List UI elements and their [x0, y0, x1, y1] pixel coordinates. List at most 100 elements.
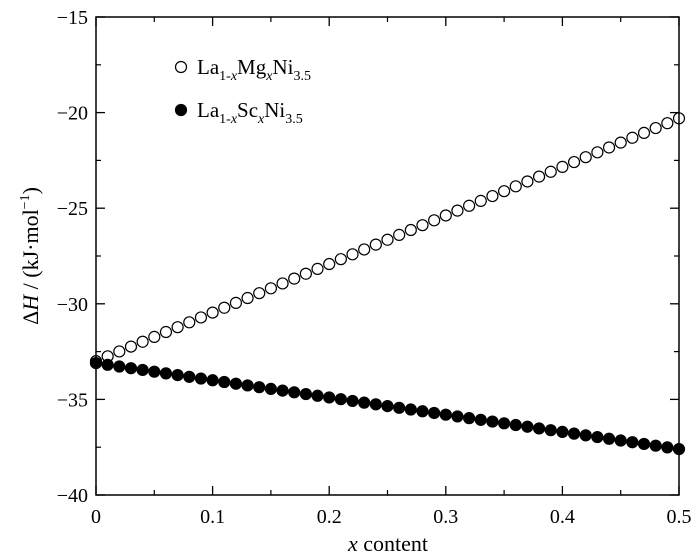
mg-series-point: [148, 330, 161, 343]
mg-series-point: [381, 233, 394, 246]
mg-series-point: [509, 180, 522, 193]
mg-series-point: [404, 223, 417, 237]
mg-series-point: [474, 194, 487, 207]
mg-series-point: [206, 306, 219, 319]
mg-series-point: [218, 301, 231, 314]
mg-series-point: [532, 170, 546, 183]
sc-series-point: [299, 387, 312, 401]
y-tick-label: −20: [57, 103, 88, 125]
sc-series-point: [229, 377, 243, 390]
mg-series-point: [276, 277, 289, 290]
mg-series-point: [194, 311, 208, 324]
legend-label-sc: La1-xScxNi3.5: [197, 98, 303, 127]
x-tick-label: 0.3: [433, 506, 458, 528]
legend-label-mg: La1-xMgxNi3.5: [197, 55, 311, 84]
sc-series-point: [521, 420, 534, 433]
sc-series-point: [241, 379, 254, 392]
sc-series-point: [532, 422, 546, 435]
mg-series-point: [253, 287, 266, 300]
mg-series-point: [171, 321, 184, 334]
mg-series-point: [521, 175, 534, 188]
sc-series-point: [556, 425, 569, 439]
mg-series-point: [567, 155, 581, 169]
x-tick-label: 0.4: [550, 506, 575, 528]
sc-series-point: [124, 362, 138, 375]
x-tick-label: 0.5: [667, 506, 692, 528]
sc-series-point: [136, 363, 149, 377]
sc-series-point: [206, 374, 219, 387]
sc-series-point: [346, 394, 359, 408]
sc-series-point: [649, 439, 662, 452]
mg-series-point: [544, 165, 557, 178]
sc-series-point: [369, 398, 382, 411]
mg-series-point: [241, 291, 254, 305]
mg-series-point: [113, 345, 126, 358]
mg-series-point: [486, 189, 499, 203]
sc-series-point: [159, 367, 173, 380]
sc-series-point: [509, 418, 522, 432]
sc-series-point: [183, 370, 196, 383]
sc-series-point: [463, 412, 476, 425]
sc-series-point: [544, 424, 557, 437]
mg-series-point: [602, 141, 616, 154]
sc-series-point: [439, 408, 452, 421]
sc-series-point: [253, 381, 266, 394]
mg-series-point: [183, 316, 196, 329]
mg-series-point: [323, 257, 336, 271]
mg-series-point: [358, 243, 371, 256]
mg-series-point: [264, 282, 277, 295]
sc-series-point: [661, 441, 674, 454]
sc-series-point: [171, 369, 184, 382]
sc-series-point: [311, 389, 324, 402]
sc-series-point: [637, 437, 651, 451]
x-tick-label: 0.1: [200, 506, 225, 528]
mg-series-point: [591, 146, 604, 159]
sc-series-point: [334, 393, 347, 406]
mg-series-point: [637, 126, 651, 140]
sc-series-point: [404, 403, 417, 416]
sc-series-point: [428, 406, 441, 420]
mg-series-point: [614, 136, 627, 149]
sc-series-point: [486, 415, 499, 428]
y-tick-label: −25: [57, 198, 88, 220]
mg-series-point: [334, 253, 347, 266]
sc-series-point: [416, 405, 429, 418]
mg-series-point: [661, 117, 674, 130]
y-tick-label: −35: [57, 389, 88, 411]
mg-series-point: [311, 262, 324, 275]
sc-series-point: [264, 382, 277, 395]
y-tick-label: −15: [57, 7, 88, 29]
sc-series-point: [579, 429, 592, 442]
mg-series-point: [649, 121, 662, 135]
sc-series-point: [276, 384, 289, 397]
x-tick-label: 0: [91, 506, 101, 528]
mg-series-point: [136, 335, 149, 348]
tick-labels: 0 0.1 0.2 0.3 0.4 0.5 −15 −20 −25 −30 −35 −40: [57, 7, 692, 528]
legend: La1-xMgxNi3.5 La1-xScxNi3.5: [174, 55, 311, 127]
axis-ticks: [95, 16, 680, 496]
sc-series-point: [358, 396, 371, 409]
data-markers: [89, 112, 686, 456]
mg-series-point: [393, 228, 406, 241]
y-tick-label: −30: [57, 294, 88, 316]
sc-series-point: [498, 417, 511, 430]
mg-series-point: [498, 185, 511, 198]
mg-series-point: [369, 238, 382, 251]
sc-series-point: [393, 401, 406, 414]
sc-series-point: [113, 360, 126, 373]
y-tick-label: −40: [57, 485, 88, 507]
mg-series-point: [229, 296, 243, 309]
legend-marker-open-circle: [174, 60, 188, 74]
sc-series-point: [626, 436, 639, 449]
sc-series-point: [381, 399, 394, 413]
sc-series-point: [323, 391, 336, 404]
mg-series-point: [124, 340, 138, 353]
mg-series-point: [463, 199, 476, 212]
sc-series-point: [602, 432, 616, 445]
mg-series-point: [288, 272, 301, 285]
mg-series-point: [299, 267, 312, 280]
mg-series-point: [439, 209, 452, 222]
sc-series-point: [567, 427, 581, 440]
mg-series-point: [159, 325, 173, 339]
